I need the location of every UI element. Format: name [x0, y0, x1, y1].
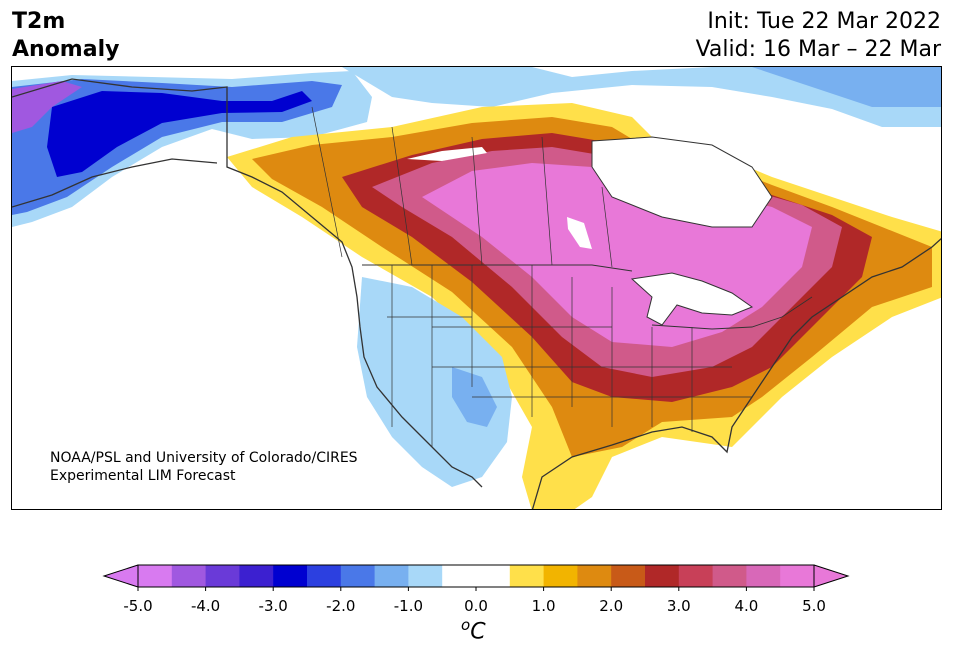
- valid-range: Valid: 16 Mar – 22 Mar: [695, 37, 941, 62]
- cool-anomaly-southwest: [357, 277, 512, 487]
- colorbar-swatch: [509, 565, 545, 587]
- credit-line-2: Experimental LIM Forecast: [50, 468, 236, 484]
- map-svg: [12, 67, 941, 509]
- colorbar-swatch: [171, 565, 207, 587]
- colorbar-swatch: [138, 565, 173, 587]
- unit-superscript: o: [461, 616, 471, 634]
- colorbar-tick-label: -5.0: [123, 597, 152, 615]
- colorbar-swatch: [273, 565, 308, 587]
- colorbar-swatch: [340, 565, 376, 587]
- colorbar-tick-label: 0.0: [464, 597, 488, 615]
- init-date: Init: Tue 22 Mar 2022: [707, 9, 941, 34]
- colorbar-swatch: [442, 565, 477, 587]
- colorbar-tick-label: 2.0: [599, 597, 623, 615]
- colorbar-swatch: [307, 565, 342, 587]
- colorbar-tick-label: 5.0: [802, 597, 826, 615]
- state-borders: [387, 265, 752, 447]
- map-title: T2m Anomaly: [12, 8, 119, 64]
- lake-winnipeg: [567, 217, 592, 249]
- coastline-gulf-east: [531, 237, 941, 509]
- colorbar-low-extend: [104, 565, 138, 587]
- colorbar-outline-low: [102, 564, 139, 588]
- colorbar-swatch: [476, 565, 511, 587]
- great-lakes: [630, 272, 754, 326]
- colorbar-swatch: [678, 565, 714, 587]
- credit-text: NOAA/PSL and University of Colorado/CIRE…: [50, 449, 358, 485]
- colorbar-swatch: [746, 565, 781, 587]
- forecast-dates: Init: Tue 22 Mar 2022 Valid: 16 Mar – 22…: [696, 8, 941, 64]
- hudson-bay: [591, 136, 773, 228]
- cold-anomaly-arctic-core: [752, 67, 941, 107]
- credit-line-1: NOAA/PSL and University of Colorado/CIRE…: [50, 450, 358, 466]
- great-bear-lake: [407, 147, 487, 161]
- colorbar-swatch: [543, 565, 578, 587]
- colorbar-tick-label: -4.0: [191, 597, 220, 615]
- unit-letter: C: [470, 619, 486, 645]
- colorbar-tick-label: 1.0: [532, 597, 556, 615]
- colorbar-tick-label: 4.0: [734, 597, 758, 615]
- colorbar-swatch: [712, 565, 747, 587]
- cold-anomaly-alaska-edge: [12, 81, 82, 133]
- colorbar-swatches: [138, 565, 815, 587]
- province-borders: [226, 87, 613, 268]
- colorbar-unit-label: oC: [461, 616, 486, 644]
- anomaly-map: NOAA/PSL and University of Colorado/CIRE…: [11, 66, 942, 510]
- colorbar-swatch: [374, 565, 409, 587]
- colorbar-swatch: [239, 565, 274, 587]
- colorbar-swatch: [408, 565, 443, 587]
- colorbar-tick-label: -2.0: [326, 597, 355, 615]
- colorbar-swatch: [645, 565, 680, 587]
- cold-anomaly-arctic: [342, 67, 941, 127]
- title-type: Anomaly: [12, 37, 120, 62]
- colorbar-tick-label: -1.0: [394, 597, 423, 615]
- colorbar-swatch: [577, 565, 612, 587]
- colorbar-high-extend: [814, 565, 848, 587]
- colorbar-outline-high: [813, 564, 850, 588]
- colorbar-swatch: [780, 565, 815, 587]
- colorbar-tick-label: -3.0: [259, 597, 288, 615]
- colorbar-swatch: [611, 565, 646, 587]
- coastline-west: [12, 78, 483, 488]
- cold-anomaly-alaska-core: [47, 91, 312, 177]
- colorbar-tick-label: 3.0: [667, 597, 691, 615]
- colorbar-ticks: -5.0 -4.0 -3.0 -2.0 -1.0 0.0 1.0 2.0 3.0 4.0 5.0: [123, 587, 826, 615]
- title-variable: T2m: [12, 9, 66, 34]
- colorbar-swatch: [205, 565, 240, 587]
